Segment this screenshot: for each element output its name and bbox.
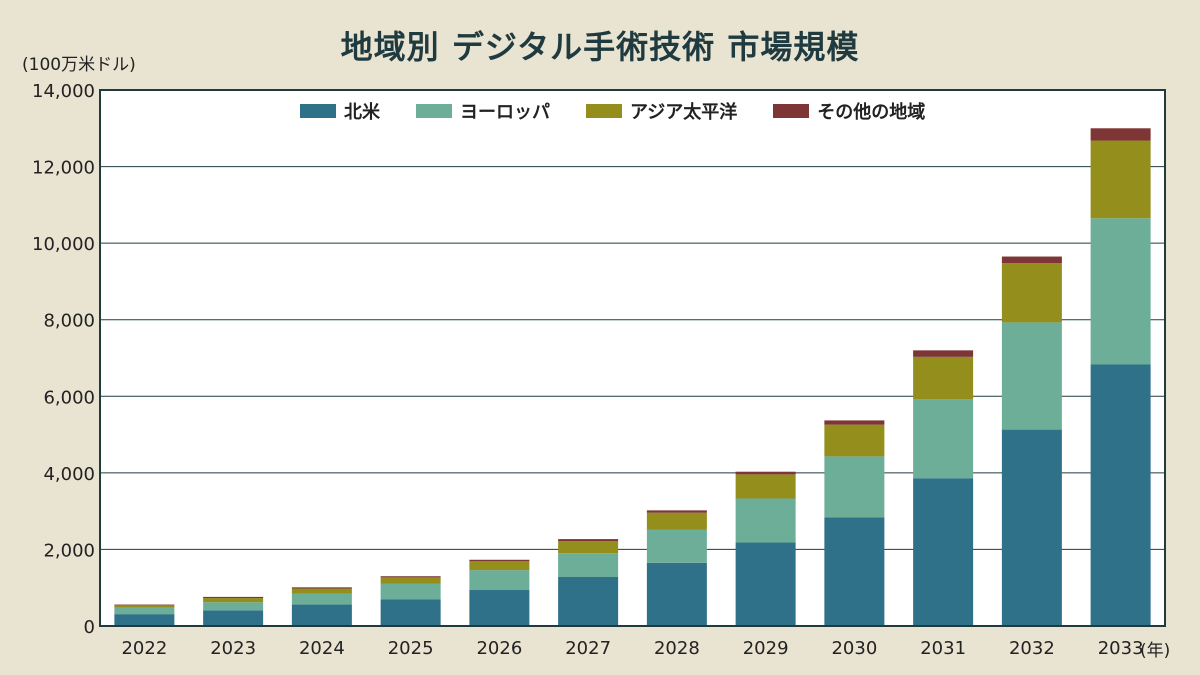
bar-segment [203,602,264,611]
x-tick-label: 2023 [210,638,256,659]
bar-segment [203,596,264,599]
bar-segment [203,598,264,603]
bar-segment [824,517,885,626]
bar-segment [469,590,530,626]
bar-segment [913,350,974,357]
bar-segment [646,512,707,530]
bar-segment [380,599,441,626]
y-tick-label: 0 [84,617,95,638]
x-tick-label: 2031 [920,638,966,659]
bar-segment [469,559,530,562]
plot-background [100,90,1165,626]
bar-segment [380,577,441,584]
bar-segment [824,420,885,425]
legend-label-asia-pacific: アジア太平洋 [630,102,738,123]
legend-label-europe: ヨーロッパ [460,102,550,123]
bar-segment [1090,364,1151,626]
bar-segment [558,539,619,542]
x-tick-label: 2024 [299,638,345,659]
bar-segment [114,607,175,615]
bar-segment [824,424,885,457]
bar-segment [380,583,441,600]
bar-segment [469,561,530,571]
bar-segment [735,474,796,499]
y-tick-label: 2,000 [43,540,95,561]
x-tick-label: 2032 [1009,638,1055,659]
bar-segment [1001,322,1062,430]
y-tick-label: 10,000 [32,234,95,255]
bar-segment [203,610,264,626]
x-unit-label: (年) [1140,641,1171,661]
bar-segment [1090,140,1151,219]
x-tick-label: 2028 [654,638,700,659]
bar-segment [646,562,707,626]
bar-segment [824,456,885,518]
y-tick-label: 6,000 [43,387,95,408]
chart-title: 地域別 デジタル手術技術 市場規模 [340,28,860,66]
legend-swatch-rest-of-world [773,104,810,118]
bar-segment [114,605,175,608]
bar-segment [469,570,530,591]
bar-segment [1001,429,1062,626]
legend: 北米 ヨーロッパ アジア太平洋 その他の地域 [300,98,925,124]
bar-segment [1090,218,1151,365]
x-tick-label: 2033 [1098,638,1144,659]
legend-swatch-europe [416,104,452,118]
bar-segment [558,541,619,554]
legend-swatch-north-america [300,104,336,118]
bar-segment [1090,128,1151,141]
legend-label-rest-of-world: その他の地域 [817,102,926,123]
x-tick-label: 2025 [388,638,434,659]
legend-item-north-america: 北米 [300,98,380,124]
y-tick-label: 14,000 [32,81,95,102]
bar-segment [558,553,619,577]
bar-segment [913,356,974,400]
plot-frame [99,89,1166,627]
bar-segment [291,588,352,594]
bar-segment [735,498,796,543]
bar-segment [913,478,974,626]
bar-segment [735,471,796,475]
x-tick-label: 2026 [476,638,522,659]
bar-segment [646,510,707,513]
bar-segment [114,604,175,606]
bar-segment [1001,256,1062,264]
bar-segment [558,576,619,626]
bar-segment [913,399,974,479]
bar-segment [291,593,352,605]
legend-item-asia-pacific: アジア太平洋 [586,98,737,124]
x-tick-label: 2029 [743,638,789,659]
bar-segment [735,542,796,626]
legend-label-north-america: 北米 [344,102,380,123]
y-unit-label: (100万米ドル) [22,55,136,75]
bar-segment [114,614,175,626]
y-tick-label: 8,000 [43,311,95,332]
legend-swatch-asia-pacific [586,104,622,118]
bar-segment [380,576,441,578]
bar-segment [291,587,352,589]
y-tick-label: 12,000 [32,158,95,179]
legend-item-europe: ヨーロッパ [416,98,550,124]
bar-segment [291,604,352,626]
y-tick-label: 4,000 [43,464,95,485]
x-tick-label: 2030 [831,638,877,659]
bar-segment [646,529,707,563]
bar-segment [1001,263,1062,323]
legend-item-rest-of-world: その他の地域 [773,98,925,124]
x-tick-label: 2027 [565,638,611,659]
x-tick-label: 2022 [121,638,167,659]
